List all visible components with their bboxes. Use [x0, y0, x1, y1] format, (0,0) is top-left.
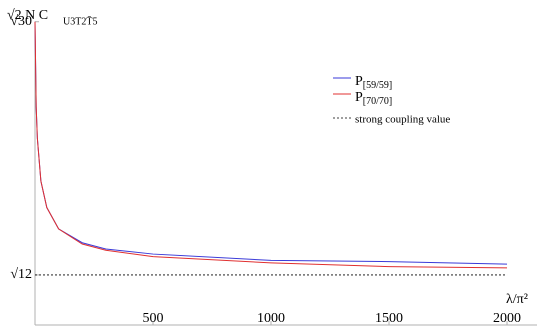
y-tick-label: √30	[10, 14, 32, 29]
legend-label-sub: [70/70]	[363, 96, 392, 107]
x-tick-label: 1000	[257, 311, 285, 326]
legend-label-main: P	[355, 90, 363, 105]
x-tick-label: 2000	[493, 311, 521, 326]
legend-label: strong coupling value	[355, 114, 450, 126]
legend-label: P[70/70]	[355, 90, 392, 107]
legend-label: P[59/59]	[355, 74, 392, 91]
series-line	[34, 21, 508, 269]
y-axis-label-sub: U3T2T̄5	[63, 15, 97, 27]
x-tick-label: 500	[143, 311, 164, 326]
x-tick-label: 1500	[375, 311, 403, 326]
y-tick-label: √12	[10, 267, 32, 282]
legend-label-sub: [59/59]	[363, 80, 392, 91]
x-axis-label: λ/π²	[506, 292, 528, 307]
series-line	[34, 21, 508, 265]
y-axis-label: √2 N C	[7, 8, 48, 23]
legend-label-main: P	[355, 74, 363, 89]
